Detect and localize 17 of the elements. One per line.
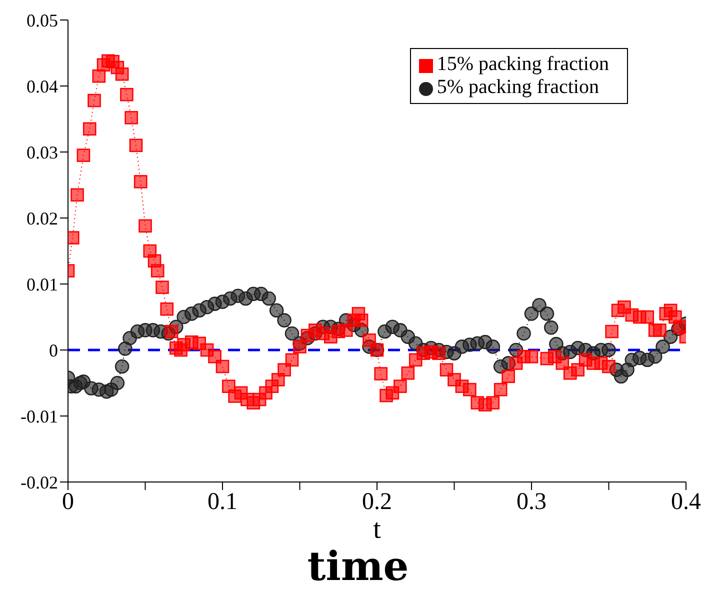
y-tick-label: 0.04 [26,76,58,96]
x-tick-label: 0.3 [516,489,546,516]
y-tick-label: 0.05 [26,10,58,30]
x-tick-label: 0 [62,489,74,516]
y-tick-label: 0.01 [26,274,58,294]
text: time [306,543,410,590]
x-tick-label: 0.4 [671,489,701,516]
x-tick-label: 0.2 [362,489,392,516]
y-tick-label: 0.02 [26,208,58,228]
y-tick-label: -0.02 [20,472,58,492]
y-tick-label: 0 [49,340,58,360]
y-tick-label: 0.03 [26,142,58,162]
x-axis-title: t [373,514,382,545]
legend-label: 15% packing fraction [436,53,609,75]
x-tick-label: 0.1 [208,489,238,516]
y-tick-label: -0.01 [20,406,58,426]
legend-label: 5% packing fraction [436,76,599,98]
